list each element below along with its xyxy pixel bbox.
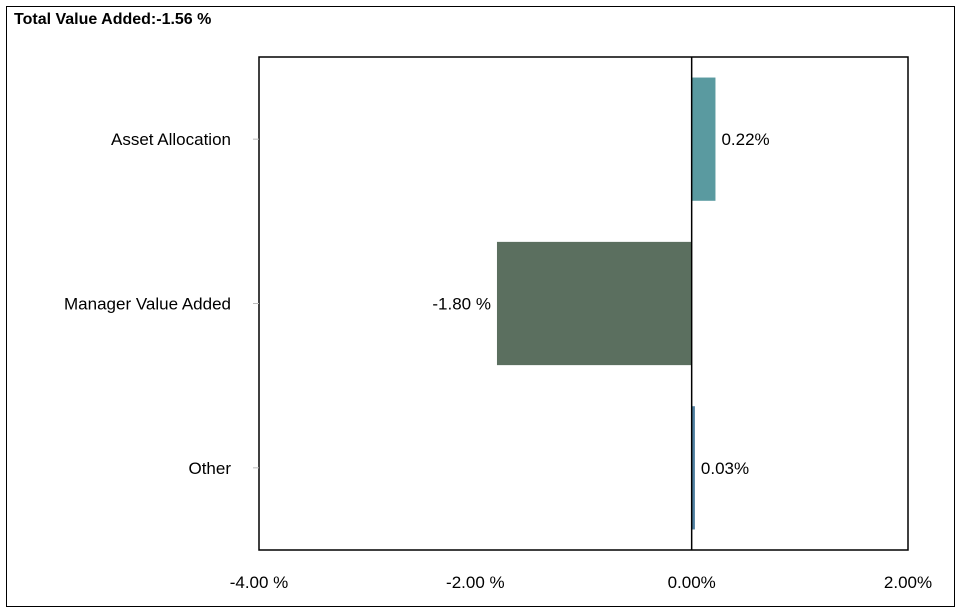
x-tick-label: -2.00 % — [446, 573, 505, 592]
chart-title: Total Value Added:-1.56 % — [14, 11, 212, 28]
category-label: Asset Allocation — [111, 130, 231, 149]
category-label: Manager Value Added — [64, 295, 231, 314]
value-label: 0.03% — [701, 459, 749, 478]
x-tick-label: -4.00 % — [230, 573, 289, 592]
x-tick-label: 0.00% — [668, 573, 716, 592]
value-label: -1.80 % — [432, 295, 491, 314]
bar — [496, 241, 692, 366]
value-label: 0.22% — [721, 130, 769, 149]
bar — [691, 77, 716, 201]
x-tick-label: 2.00% — [884, 573, 932, 592]
bar — [691, 406, 695, 530]
chart-frame — [6, 6, 955, 607]
category-label: Other — [188, 459, 231, 478]
